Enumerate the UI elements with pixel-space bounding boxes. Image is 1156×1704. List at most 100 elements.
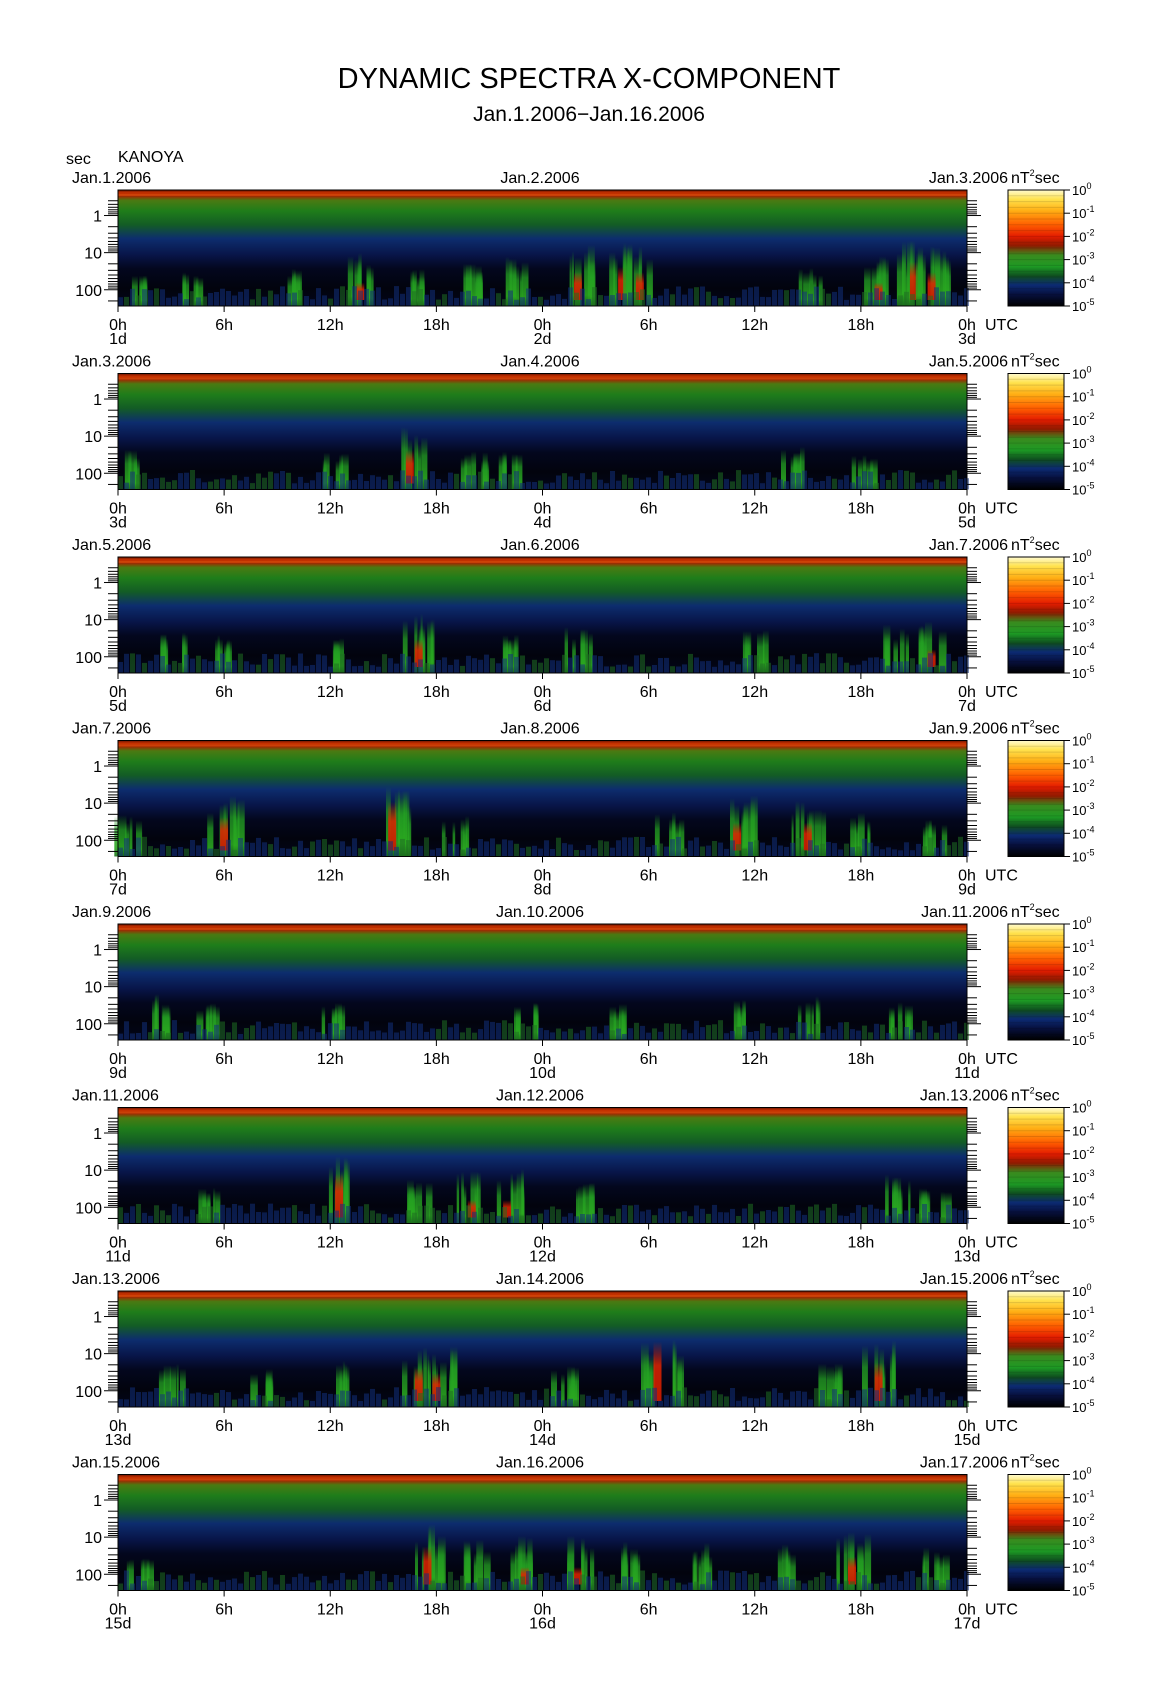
x-tick-label: 18h	[423, 684, 450, 701]
noise-floor	[670, 839, 675, 857]
noise-floor	[238, 1205, 243, 1224]
noise-floor	[484, 1213, 489, 1224]
day-left-label: 5d	[109, 698, 127, 715]
activity-burst-hot	[520, 1567, 529, 1585]
x-tick-label: 0h	[109, 501, 127, 518]
activity-burst-hot	[635, 272, 644, 300]
colorbar-tick-label: 100	[1072, 732, 1091, 749]
x-tick-label: 6h	[215, 868, 233, 885]
activity-burst	[118, 815, 127, 857]
x-tick-label: 18h	[423, 1051, 450, 1068]
noise-floor	[832, 1389, 837, 1407]
noise-floor	[250, 1577, 255, 1591]
noise-floor	[178, 1032, 183, 1040]
noise-floor	[316, 1032, 321, 1040]
noise-floor	[334, 1210, 339, 1224]
noise-floor	[346, 1026, 351, 1040]
noise-floor	[454, 297, 459, 306]
noise-floor	[340, 841, 345, 857]
activity-burst	[654, 814, 660, 857]
noise-floor	[346, 659, 351, 673]
noise-floor	[814, 845, 819, 857]
noise-floor	[322, 1033, 327, 1040]
noise-floor	[754, 840, 759, 857]
noise-floor	[880, 849, 885, 857]
noise-floor	[568, 844, 573, 857]
activity-burst	[412, 269, 417, 306]
noise-floor	[958, 1210, 963, 1224]
noise-floor	[952, 661, 957, 673]
noise-floor	[304, 1400, 309, 1407]
noise-floor	[478, 471, 483, 490]
noise-floor	[892, 299, 897, 306]
noise-floor	[610, 1030, 615, 1040]
colorbar	[1007, 1474, 1065, 1591]
noise-floor	[868, 1387, 873, 1407]
activity-burst	[757, 632, 765, 673]
noise-floor	[652, 482, 657, 490]
activity-burst	[925, 621, 933, 673]
activity-burst	[581, 1538, 585, 1591]
noise-floor	[364, 1393, 369, 1407]
noise-floor	[214, 1392, 219, 1407]
spectra-panel: Jan.15.2006 Jan.16.2006 Jan.17.2006 nT2sec1…	[72, 1453, 1094, 1633]
noise-floor	[766, 662, 771, 673]
date-mid-label: Jan.10.2006	[496, 904, 584, 921]
activity-burst	[229, 796, 236, 857]
noise-floor	[748, 1032, 753, 1040]
x-tick-label: 6h	[640, 1051, 658, 1068]
activity-burst	[525, 1550, 533, 1591]
noise-floor	[334, 1394, 339, 1407]
noise-floor	[856, 1030, 861, 1040]
noise-floor	[508, 1581, 513, 1591]
noise-floor	[430, 664, 435, 673]
activity-burst	[762, 630, 769, 673]
noise-floor	[940, 1024, 945, 1040]
noise-floor	[244, 1571, 249, 1591]
noise-floor	[484, 841, 489, 857]
colorbar-tick-label: 10-1	[1072, 571, 1094, 588]
noise-floor	[826, 1399, 831, 1407]
noise-floor	[184, 1216, 189, 1224]
date-mid-label: Jan.4.2006	[500, 354, 579, 371]
x-tick-label: 12h	[741, 1051, 768, 1068]
noise-floor	[808, 840, 813, 857]
noise-floor	[820, 1210, 825, 1224]
noise-floor	[664, 1580, 669, 1591]
noise-floor	[406, 840, 411, 857]
noise-floor	[628, 837, 633, 857]
noise-floor	[346, 1390, 351, 1407]
x-tick-label: 0h	[109, 1051, 127, 1068]
noise-floor	[676, 1023, 681, 1040]
noise-floor	[742, 658, 747, 673]
noise-floor	[646, 666, 651, 673]
noise-floor	[190, 470, 195, 490]
noise-floor	[766, 472, 771, 490]
noise-floor	[580, 1574, 585, 1591]
noise-floor	[670, 294, 675, 306]
noise-floor	[712, 295, 717, 306]
activity-burst	[465, 816, 470, 857]
noise-floor	[532, 1577, 537, 1591]
noise-floor	[922, 846, 927, 857]
activity-burst	[781, 449, 786, 490]
noise-floor	[490, 1571, 495, 1591]
noise-floor	[718, 842, 723, 857]
x-tick-label: 0h	[958, 1602, 976, 1619]
noise-floor	[712, 1390, 717, 1407]
noise-floor	[448, 843, 453, 857]
y-tick-label: 10	[84, 429, 102, 446]
noise-floor	[952, 842, 957, 857]
noise-floor	[736, 1572, 741, 1591]
noise-floor	[202, 659, 207, 673]
noise-floor	[664, 846, 669, 857]
noise-floor	[508, 654, 513, 673]
noise-floor	[214, 1024, 219, 1040]
activity-burst	[419, 269, 425, 306]
noise-floor	[556, 1028, 561, 1040]
activity-burst	[515, 1544, 523, 1591]
y-tick-label: 1	[93, 209, 102, 226]
noise-floor	[610, 847, 615, 857]
noise-floor	[934, 847, 939, 857]
noise-floor	[454, 844, 459, 857]
